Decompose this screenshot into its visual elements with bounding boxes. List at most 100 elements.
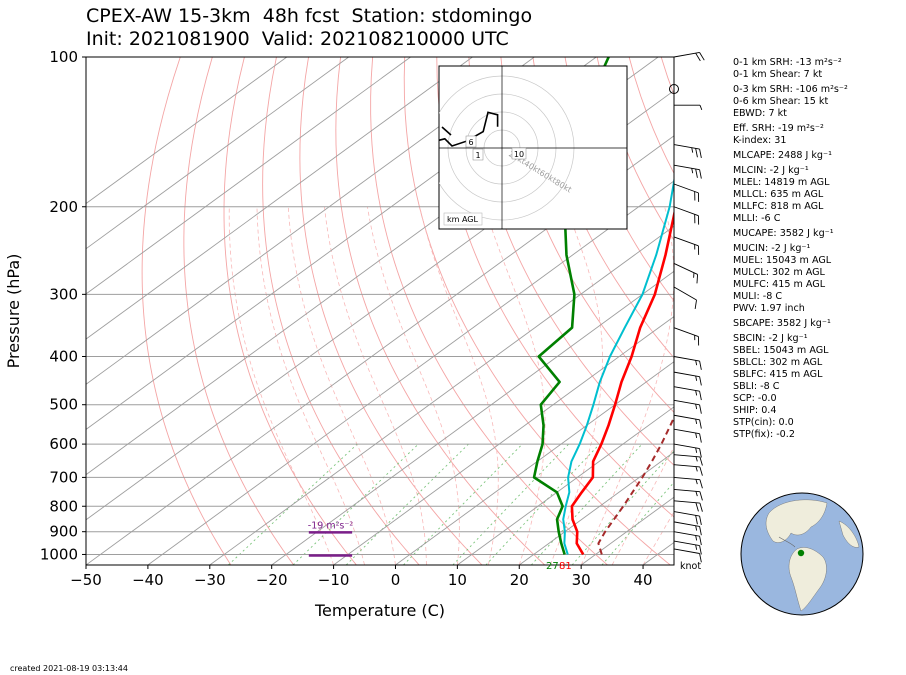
param-line: PWV: 1.97 inch xyxy=(733,303,805,314)
wind-barb xyxy=(673,500,703,512)
param-line: SBLFC: 415 m AGL xyxy=(733,369,823,380)
y-tick-label: 200 xyxy=(49,198,78,216)
param-line: MULI: -8 C xyxy=(733,291,783,302)
param-line: SBLCL: 302 m AGL xyxy=(733,357,823,368)
surface-value-label: 27 xyxy=(546,561,559,572)
wind-barb-flag xyxy=(696,274,699,284)
wind-barb-half-flag xyxy=(695,404,698,410)
wind-barb xyxy=(674,104,703,111)
mixing-ratio-line xyxy=(485,443,600,565)
hodograph-legend: km AGL xyxy=(447,215,479,224)
axes: Temperature (C) Pressure (hPa) −50 −40 −30… xyxy=(4,48,653,620)
dry-adiabat-line xyxy=(532,57,674,359)
param-line: MLCAPE: 2488 J kg⁻¹ xyxy=(733,150,832,161)
background-grid xyxy=(86,57,906,565)
wind-barb-staff xyxy=(673,488,700,493)
wind-barb-flag xyxy=(699,479,703,489)
wind-barb-flag xyxy=(695,502,699,512)
y-tick-label: 800 xyxy=(49,497,78,515)
param-line: 0-1 km Shear: 7 kt xyxy=(733,69,823,80)
dry-adiabat-line xyxy=(262,57,420,565)
moist-adiabat-line xyxy=(228,206,334,565)
wind-barb-staff xyxy=(673,454,700,458)
moist-adiabat-line xyxy=(287,206,396,565)
africa-edge-land xyxy=(838,520,860,548)
wind-barb-half-flag xyxy=(695,544,698,550)
wind-barb-flag xyxy=(699,169,702,179)
isotherm-line xyxy=(395,361,674,565)
hodograph-height-box xyxy=(465,135,477,148)
wind-barb xyxy=(673,521,702,536)
profile-lines xyxy=(532,57,674,556)
x-tick-label: 20 xyxy=(510,571,529,589)
x-tick-label: −20 xyxy=(256,571,288,589)
mixing-ratio-line xyxy=(345,443,469,565)
dry-adiabat-line xyxy=(886,57,906,565)
wind-barb-flag xyxy=(699,536,702,546)
wind-barb-staff xyxy=(673,399,700,406)
wind-barb xyxy=(673,428,702,443)
isotherm-line xyxy=(86,57,535,385)
param-line: MLLI: -6 C xyxy=(733,213,781,224)
param-line: STP(fix): -0.2 xyxy=(733,429,795,440)
wind-barb-flag xyxy=(694,299,697,309)
param-line: Eff. SRH: -19 m²s⁻² xyxy=(733,123,824,134)
wind-barbs: knot xyxy=(669,52,705,572)
y-tick-label: 600 xyxy=(49,435,78,453)
mixing-ratio-line xyxy=(452,443,570,565)
param-line: SCP: -0.0 xyxy=(733,393,777,404)
isotherm-line xyxy=(147,180,674,565)
wind-barb xyxy=(673,531,702,546)
wind-barb xyxy=(673,183,700,202)
isotherm-line xyxy=(86,57,349,250)
wind-barb-flag xyxy=(699,448,702,458)
wind-barb-half-flag xyxy=(691,168,694,174)
wind-barb-half-flag xyxy=(695,447,698,453)
param-line: 0-3 km SRH: -106 m²s⁻² xyxy=(733,84,848,95)
isotherm-line xyxy=(86,57,411,295)
isotherm-line xyxy=(86,135,674,565)
wind-barb-half-flag xyxy=(695,491,698,497)
mixing-ratio-line xyxy=(601,481,674,565)
param-line: MUCIN: -2 J kg⁻¹ xyxy=(733,243,811,254)
wind-barb xyxy=(673,371,702,386)
wind-barb-staff xyxy=(673,386,700,392)
wind-barb xyxy=(673,52,705,62)
wind-barb-flag xyxy=(699,391,702,401)
wind-barb-flag xyxy=(699,526,702,536)
hodograph-height-label: 6 xyxy=(468,138,473,147)
dry-adiabat-line xyxy=(335,57,546,565)
param-line: SBCIN: -2 J kg⁻¹ xyxy=(733,333,808,344)
wind-barb xyxy=(673,548,702,563)
wind-barb-staff xyxy=(673,511,700,517)
param-line: MLCIN: -2 J kg⁻¹ xyxy=(733,165,809,176)
param-line: MUCAPE: 3582 J kg⁻¹ xyxy=(733,228,834,239)
wind-barb-staff xyxy=(673,327,699,337)
wind-barb-staff xyxy=(673,164,700,171)
x-tick-label: 40 xyxy=(634,571,653,589)
wind-barb-flag xyxy=(695,148,698,158)
parcel-profile-line xyxy=(597,415,674,555)
hodograph-height-box xyxy=(472,148,484,161)
moist-adiabat-line xyxy=(484,206,546,565)
wind-barb-flag xyxy=(699,502,703,512)
wind-barb-staff xyxy=(673,540,700,547)
wind-barb-flag xyxy=(699,52,705,61)
wind-barb-staff xyxy=(673,183,699,194)
wet-bulb-profile-line xyxy=(562,176,674,555)
srh-markers: -19 m²s⁻² xyxy=(308,520,353,557)
dry-adiabat-line xyxy=(370,57,608,565)
hodograph-trace-start xyxy=(441,126,452,136)
wind-barb-staff xyxy=(673,263,698,275)
calm-wind-marker xyxy=(669,84,679,94)
mixing-ratio-line xyxy=(403,443,523,565)
wind-barb-half-flag xyxy=(695,525,698,531)
wind-barb xyxy=(673,327,700,346)
isotherm-line xyxy=(86,57,288,205)
wind-unit-label: knot xyxy=(680,561,701,572)
wind-barb-staff xyxy=(673,476,700,481)
wind-barb-staff xyxy=(673,144,700,150)
wind-barb xyxy=(673,488,703,501)
wind-barb-flag xyxy=(699,419,702,429)
